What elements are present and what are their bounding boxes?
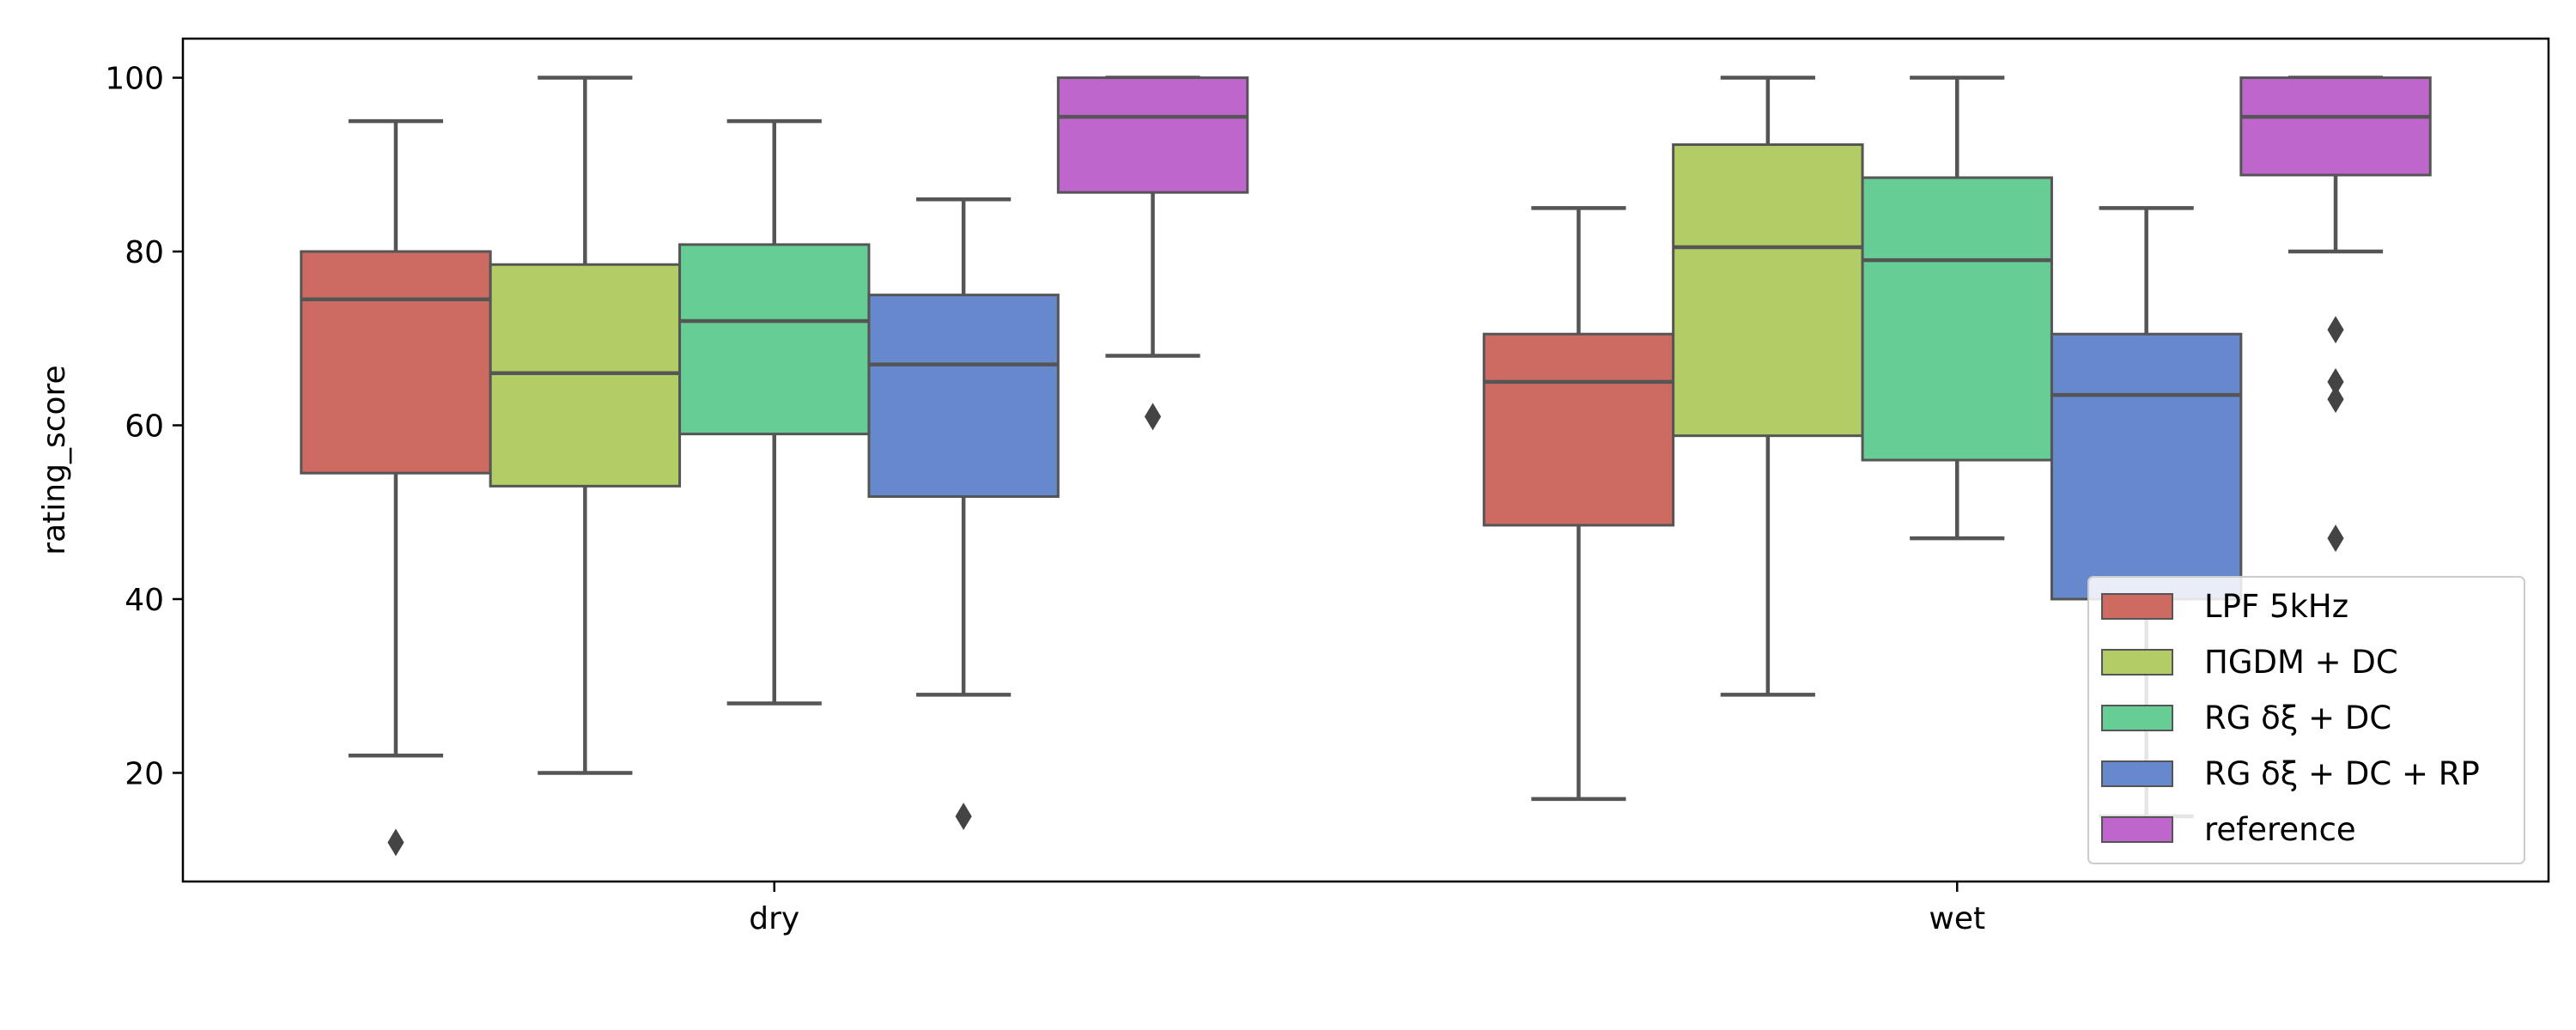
outlier-point: [2327, 385, 2344, 414]
y-tick-label: 100: [105, 62, 164, 97]
box-iqr: [300, 250, 492, 475]
legend-label: RG δξ + DC + RP: [2204, 755, 2480, 792]
box-group: [1482, 206, 1675, 802]
boxes-layer: [300, 76, 2432, 857]
box-iqr: [678, 243, 871, 436]
y-tick-label: 80: [125, 235, 164, 270]
plot-area-frame: [181, 37, 2550, 883]
box-group: [1861, 76, 2053, 541]
box-iqr: [1056, 76, 1249, 194]
legend-swatch: [2101, 593, 2173, 620]
box-iqr: [489, 263, 682, 488]
box-iqr: [2050, 332, 2243, 601]
y-tick-label: 20: [125, 756, 164, 791]
legend-swatch: [2101, 760, 2173, 787]
outlier-point: [1144, 403, 1162, 431]
box-iqr: [867, 294, 1060, 499]
legend-label: LPF 5kHz: [2204, 588, 2348, 625]
legend-label: ΠGDM + DC: [2204, 644, 2398, 681]
outlier-point: [2327, 316, 2344, 344]
box-group: [489, 76, 682, 775]
legend-frame: [2087, 576, 2525, 864]
y-tick-label: 40: [125, 583, 164, 618]
box-group: [678, 118, 871, 706]
box-iqr: [1482, 332, 1675, 527]
outlier-point: [2327, 524, 2344, 553]
box-group: [300, 118, 492, 857]
box-group: [1056, 76, 1249, 431]
y-tick-label: 60: [125, 409, 164, 445]
legend-swatch: [2101, 705, 2173, 731]
box-iqr: [1861, 176, 2053, 462]
legend-label: reference: [2204, 811, 2356, 848]
legend-swatch: [2101, 816, 2173, 843]
legend-label: RG δξ + DC: [2204, 700, 2391, 736]
outlier-point: [955, 803, 972, 831]
outlier-point: [387, 828, 404, 857]
box-group: [1672, 76, 1864, 697]
box-group: [867, 197, 1060, 831]
x-tick-label: wet: [1929, 901, 1985, 936]
legend: LPF 5kHz ΠGDM + DC RG δξ + DC RG δξ + DC + …: [2087, 576, 2525, 864]
y-axis-label: rating_score: [37, 365, 72, 554]
box-group: [2050, 206, 2243, 819]
box-iqr: [2239, 76, 2432, 177]
legend-swatch: [2101, 649, 2173, 676]
x-tick-label: dry: [749, 901, 799, 936]
box-iqr: [1672, 143, 1864, 438]
axes-layer: 20 40 60 80 100 dry wet: [105, 62, 1985, 936]
box-group: [2239, 76, 2432, 553]
